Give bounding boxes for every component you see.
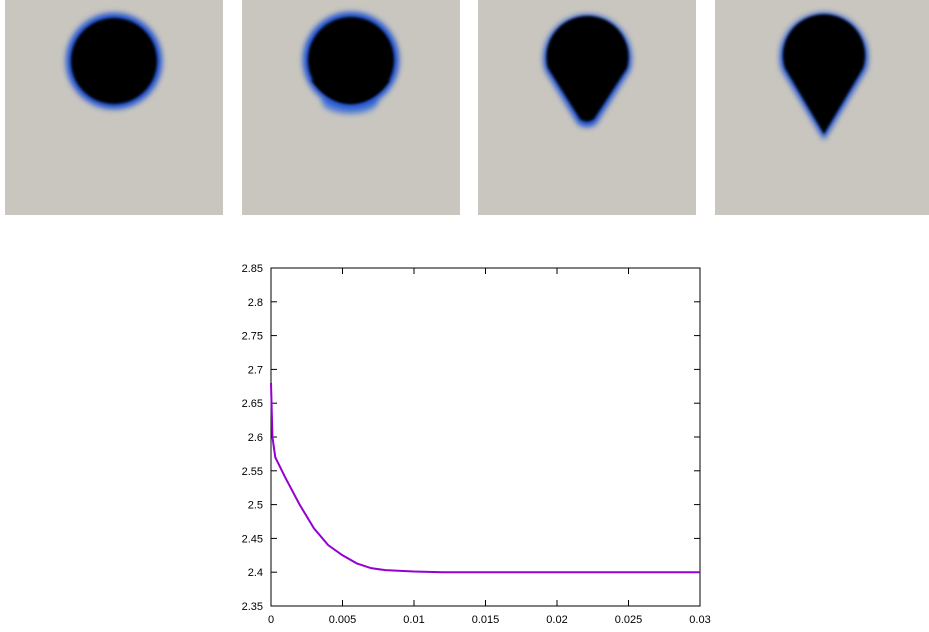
data-line [270, 382, 700, 574]
y-tick-label: 2.6 [248, 432, 263, 444]
x-tick-label: 0.03 [689, 614, 710, 626]
y-tick-label: 2.55 [242, 466, 263, 478]
chart: 2.35 2.4 2.45 2.5 2.55 2.6 2.65 2.7 2.75 2.8 2.85 0… [242, 263, 711, 626]
x-tick-label: 0.005 [329, 614, 357, 626]
y-tick-label: 2.65 [242, 398, 263, 410]
x-tick-label: 0.02 [546, 614, 567, 626]
y-tick-label: 2.5 [248, 500, 263, 512]
y-tick-label: 2.45 [242, 533, 263, 545]
y-tick-label: 2.7 [248, 364, 263, 376]
y-tick-label: 2.85 [242, 263, 263, 275]
snapshot-2 [242, 0, 460, 215]
snapshot-4 [715, 0, 929, 215]
plot-frame [270, 267, 701, 607]
x-tick-label: 0 [268, 614, 274, 626]
snapshot-1 [5, 0, 223, 215]
y-tick-label: 2.35 [242, 601, 263, 613]
y-tick-label: 2.75 [242, 331, 263, 343]
y-tick-label: 2.8 [248, 297, 263, 309]
snapshot-3 [478, 0, 696, 215]
y-tick-label: 2.4 [248, 567, 263, 579]
x-tick-label: 0.01 [403, 614, 424, 626]
x-tick-label: 0.015 [472, 614, 500, 626]
x-tick-label: 0.025 [615, 614, 643, 626]
